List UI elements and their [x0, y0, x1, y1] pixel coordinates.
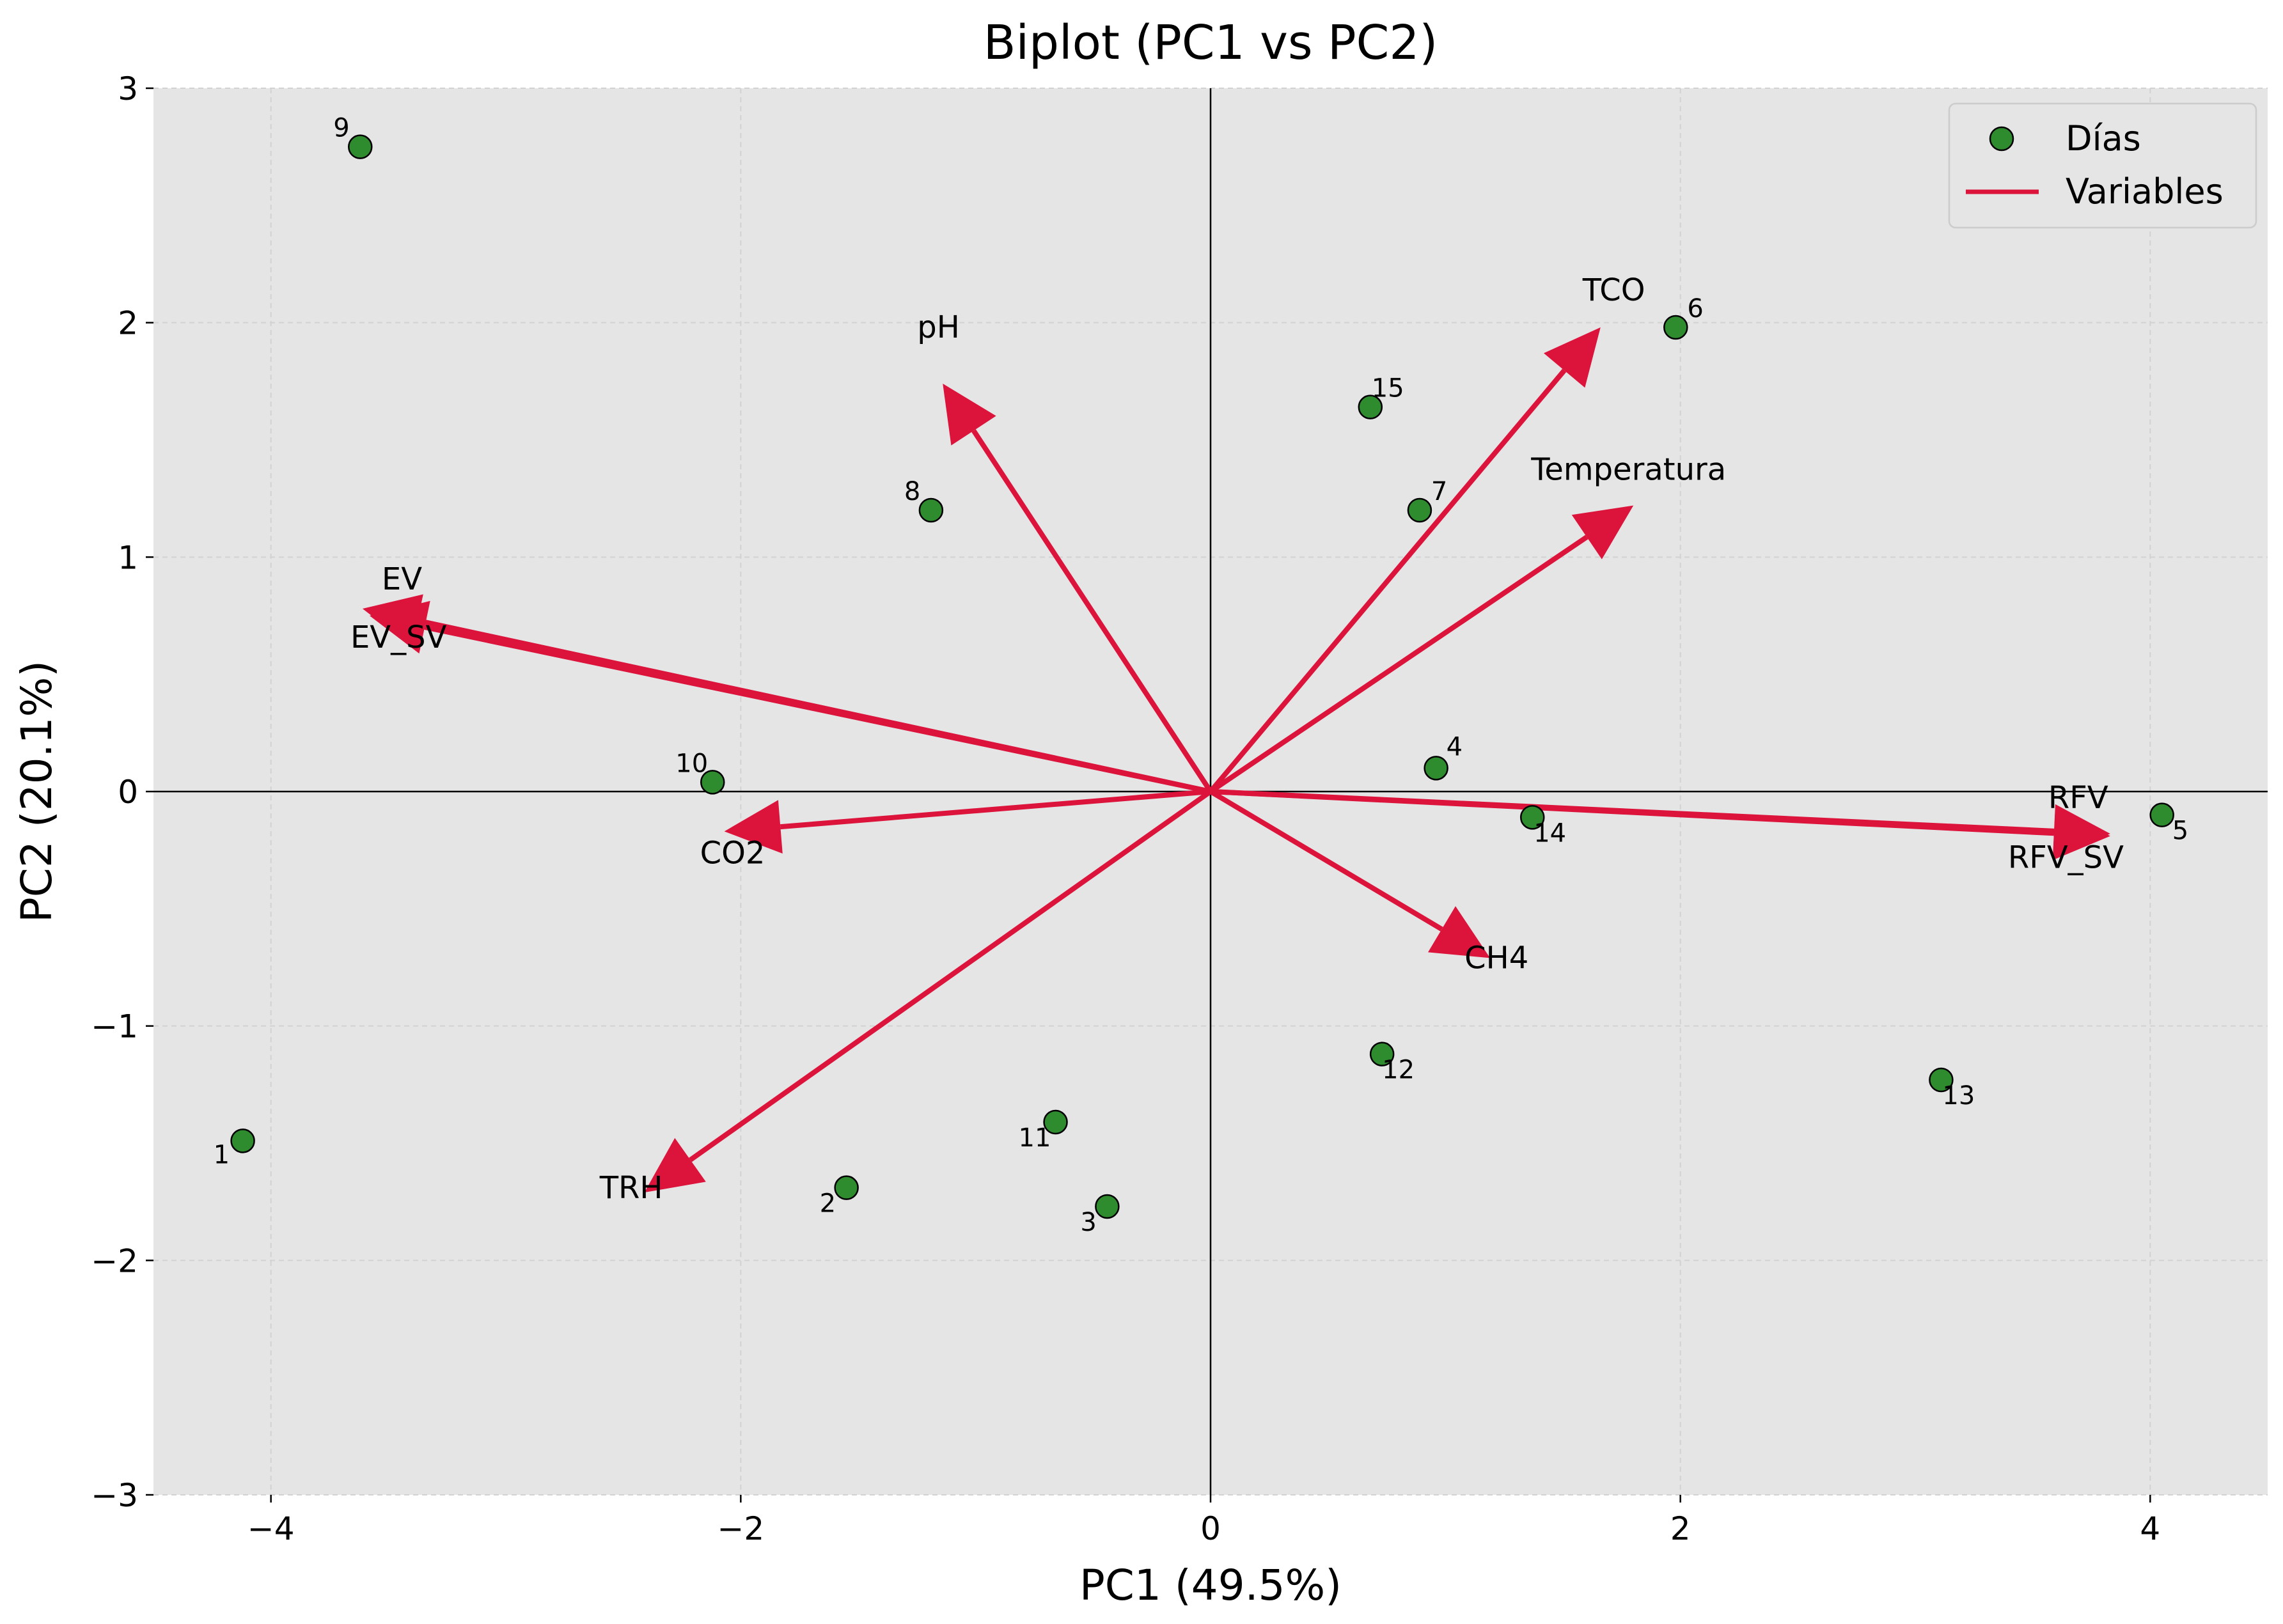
- legend-box: [1948, 102, 2257, 229]
- legend-label-variables: Variables: [2066, 171, 2224, 212]
- day-point-marker: [918, 497, 944, 523]
- vector-label: CO2: [700, 835, 765, 871]
- y-tick-label: −1: [91, 1008, 138, 1045]
- day-point-marker: [1095, 1194, 1120, 1219]
- chart-title: Biplot (PC1 vs PC2): [984, 15, 1438, 70]
- day-point-marker: [1663, 315, 1688, 340]
- day-point-label: 3: [1080, 1208, 1096, 1237]
- day-point-marker: [348, 134, 373, 159]
- legend: Días Variables: [1948, 102, 2257, 229]
- day-point-marker: [1519, 805, 1545, 830]
- day-point-marker: [1424, 756, 1448, 781]
- vector-shaft: [1210, 789, 2055, 836]
- legend-marker-days: [1989, 126, 2014, 152]
- day-point-label: 12: [1382, 1056, 1415, 1085]
- vector-label: EV_SV: [350, 620, 447, 655]
- day-point-label: 2: [820, 1189, 836, 1219]
- vector-arrowhead: [644, 1137, 706, 1192]
- day-point-marker: [700, 770, 725, 795]
- day-point-label: 10: [675, 749, 708, 778]
- y-tick-label: 2: [118, 305, 138, 342]
- x-tick-label: 2: [1670, 1510, 1691, 1547]
- x-tick-label: −2: [717, 1510, 764, 1547]
- day-point-label: 8: [904, 477, 920, 506]
- vector-shaft: [424, 625, 1211, 794]
- day-point-label: 1: [214, 1140, 230, 1169]
- day-point-label: 11: [1019, 1123, 1051, 1153]
- day-point-label: 13: [1942, 1081, 1975, 1111]
- legend-label-days: Días: [2066, 118, 2141, 159]
- x-axis-title: PC1 (49.5%): [1079, 1561, 1342, 1610]
- vector-shaft: [780, 789, 1211, 830]
- vector-arrowhead: [369, 600, 430, 654]
- vector-arrowhead: [1571, 505, 1634, 559]
- variable-vectors: pHTCOTemperaturaEVEV_SVCO2RFVRFV_SVCH4TR…: [350, 272, 2124, 1206]
- day-point-marker: [1407, 497, 1432, 523]
- vector-shaft: [1209, 789, 1443, 932]
- day-point-label: 15: [1372, 374, 1404, 403]
- day-point-label: 14: [1534, 818, 1566, 848]
- vector-label: TRH: [599, 1170, 663, 1206]
- day-point-label: 9: [333, 114, 349, 143]
- vector-arrowhead: [943, 384, 996, 446]
- y-tick-label: −2: [91, 1242, 138, 1279]
- x-tick-label: −4: [247, 1510, 295, 1547]
- y-tick-label: 3: [118, 70, 138, 107]
- vector-shaft: [1208, 368, 1567, 793]
- vector-arrowhead: [724, 800, 783, 854]
- vector-label: pH: [917, 309, 960, 345]
- vector-label: Temperatura: [1530, 452, 1726, 488]
- vector-label: TCO: [1582, 272, 1645, 308]
- day-point-marker: [1043, 1109, 1068, 1135]
- y-tick-label: 0: [118, 774, 138, 811]
- day-point-marker: [1929, 1067, 1954, 1093]
- vector-shaft: [971, 429, 1213, 793]
- vector-arrowhead: [1544, 327, 1601, 388]
- vector-label: RFV_SV: [2008, 840, 2124, 876]
- day-point-marker: [230, 1128, 255, 1153]
- vector-arrowhead: [1428, 906, 1491, 958]
- vector-label: EV: [382, 561, 422, 597]
- day-point-marker: [1369, 1042, 1395, 1066]
- day-point-label: 4: [1447, 732, 1463, 761]
- day-point-marker: [1358, 394, 1383, 419]
- day-point-label: 5: [2172, 816, 2188, 846]
- day-point-label: 7: [1431, 477, 1447, 506]
- x-tick-label: 4: [2140, 1510, 2160, 1547]
- day-point-label: 6: [1687, 294, 1703, 324]
- vector-shaft: [689, 789, 1212, 1162]
- y-tick-label: −3: [91, 1477, 138, 1514]
- vector-shaft: [1209, 535, 1589, 794]
- vector-arrowhead: [2052, 806, 2110, 861]
- y-axis-title: PC2 (20.1%): [12, 660, 61, 923]
- day-point-marker: [2149, 802, 2174, 827]
- vector-label: CH4: [1464, 940, 1528, 976]
- day-point-marker: [834, 1175, 859, 1200]
- x-tick-label: 0: [1200, 1510, 1221, 1547]
- y-tick-label: 1: [118, 539, 138, 576]
